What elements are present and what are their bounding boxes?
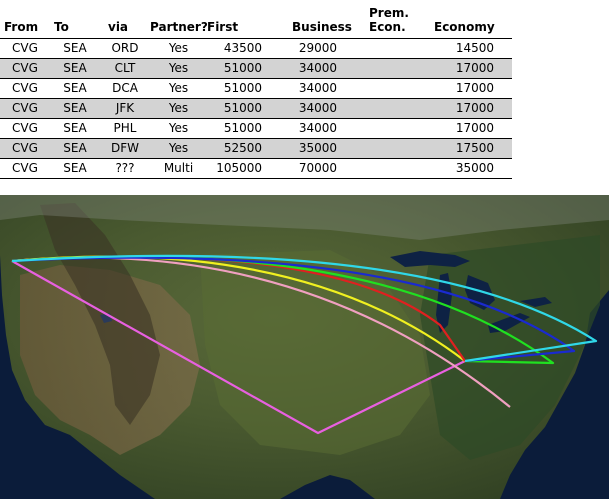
route-jfk <box>11 254 598 363</box>
cell-partner: Yes <box>150 38 207 59</box>
cell-first: 52500 <box>207 138 280 159</box>
header-via: via <box>108 20 129 34</box>
cell-first: 51000 <box>207 78 280 99</box>
cell-via: DCA <box>100 78 150 99</box>
header-prem-econ: Prem. Econ. <box>355 0 430 39</box>
cell-via: PHL <box>100 118 150 139</box>
cell-to: SEA <box>50 78 100 99</box>
cell-business: 34000 <box>280 78 355 99</box>
canada-snow <box>0 195 609 240</box>
cell-business: 35000 <box>280 138 355 159</box>
cell-first: 51000 <box>207 118 280 139</box>
cell-partner: Multi <box>150 158 207 179</box>
award-table: From To via Partner? First Business Prem… <box>0 0 512 179</box>
cell-to: SEA <box>50 58 100 79</box>
cell-prem-econ <box>355 118 430 139</box>
cell-economy: 17000 <box>430 58 512 79</box>
cell-from: CVG <box>0 78 50 99</box>
eastern-forest <box>420 235 600 460</box>
lake-michigan <box>436 273 452 333</box>
lake-superior <box>390 251 470 267</box>
route-lines <box>11 254 598 435</box>
cell-economy: 35000 <box>430 158 512 179</box>
cell-to: SEA <box>50 98 100 119</box>
cell-to: SEA <box>50 118 100 139</box>
table-row: CVG SEA CLT Yes 51000 34000 17000 <box>0 58 512 79</box>
table-row: CVG SEA DFW Yes 52500 35000 17500 <box>0 138 512 159</box>
plains-green <box>200 250 430 455</box>
lake-ontario <box>520 297 552 307</box>
header-row: From To via Partner? First Business Prem… <box>0 0 512 39</box>
route-dca <box>11 256 576 363</box>
cell-business: 34000 <box>280 118 355 139</box>
header-first: First <box>207 20 239 34</box>
header-partner: Partner? <box>150 20 208 34</box>
route-map <box>0 195 609 499</box>
cell-from: CVG <box>0 58 50 79</box>
cell-business: 34000 <box>280 58 355 79</box>
cell-partner: Yes <box>150 58 207 79</box>
cell-via: CLT <box>100 58 150 79</box>
cell-from: CVG <box>0 138 50 159</box>
table-row: CVG SEA ??? Multi 105000 70000 35000 <box>0 158 512 179</box>
cell-to: SEA <box>50 38 100 59</box>
cell-prem-econ <box>355 138 430 159</box>
table-row: CVG SEA PHL Yes 51000 34000 17000 <box>0 118 512 139</box>
cell-partner: Yes <box>150 78 207 99</box>
cell-business: 29000 <box>280 38 355 59</box>
cell-first: 51000 <box>207 58 280 79</box>
route-dfw <box>11 260 466 435</box>
cell-from: CVG <box>0 98 50 119</box>
cell-partner: Yes <box>150 98 207 119</box>
cell-from: CVG <box>0 158 50 179</box>
cell-economy: 14500 <box>430 38 512 59</box>
cell-via: DFW <box>100 138 150 159</box>
cell-prem-econ <box>355 58 430 79</box>
cell-via: ??? <box>100 158 150 179</box>
header-to: To <box>54 20 69 34</box>
cell-partner: Yes <box>150 138 207 159</box>
header-prem-econ-line2: Econ. <box>369 20 406 34</box>
cell-first: 43500 <box>207 38 280 59</box>
header-business: Business <box>292 20 352 34</box>
cell-to: SEA <box>50 138 100 159</box>
cell-economy: 17500 <box>430 138 512 159</box>
cell-via: JFK <box>100 98 150 119</box>
cell-first: 105000 <box>207 158 280 179</box>
table-row: CVG SEA JFK Yes 51000 34000 17000 <box>0 98 512 119</box>
cell-partner: Yes <box>150 118 207 139</box>
table-row: CVG SEA DCA Yes 51000 34000 17000 <box>0 78 512 99</box>
header-economy: Economy <box>434 20 495 34</box>
cell-prem-econ <box>355 158 430 179</box>
cell-business: 70000 <box>280 158 355 179</box>
cell-from: CVG <box>0 118 50 139</box>
cell-prem-econ <box>355 98 430 119</box>
cell-prem-econ <box>355 78 430 99</box>
cell-first: 51000 <box>207 98 280 119</box>
cell-economy: 17000 <box>430 78 512 99</box>
cell-economy: 17000 <box>430 118 512 139</box>
cell-via: ORD <box>100 38 150 59</box>
cell-economy: 17000 <box>430 98 512 119</box>
cell-to: SEA <box>50 158 100 179</box>
header-prem-econ-line1: Prem. <box>369 6 409 20</box>
header-from: From <box>4 20 39 34</box>
cell-from: CVG <box>0 38 50 59</box>
table-row: CVG SEA ORD Yes 43500 29000 14500 <box>0 38 512 59</box>
cell-business: 34000 <box>280 98 355 119</box>
cell-prem-econ <box>355 38 430 59</box>
